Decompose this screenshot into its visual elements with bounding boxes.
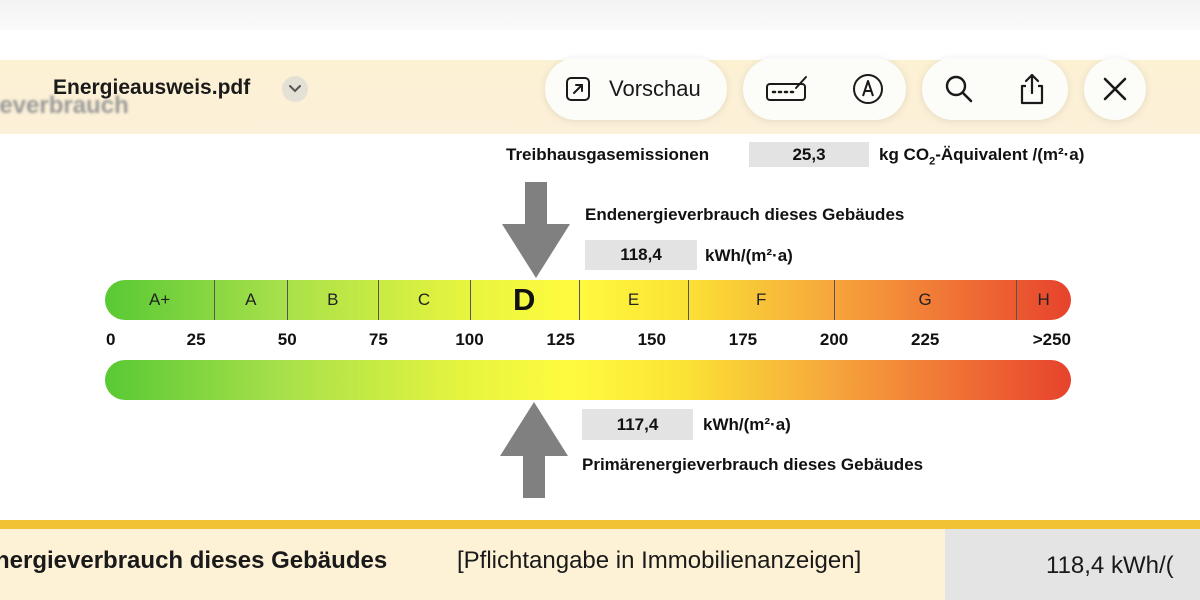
search-icon[interactable] <box>943 73 975 105</box>
energy-class-f: F <box>755 290 767 309</box>
class-divider <box>214 280 216 320</box>
efficiency-gradient-bar <box>105 360 1071 400</box>
energy-class-a: A <box>245 290 257 309</box>
class-divider <box>378 280 380 320</box>
emissions-unit: kg CO2-Äquivalent /(m²·a) <box>879 145 1085 168</box>
tick-label: 125 <box>546 330 575 349</box>
energy-class-h: H <box>1037 290 1050 309</box>
primary-energy-unit: kWh/(m²·a) <box>703 415 791 434</box>
footer-band <box>0 529 945 600</box>
close-icon <box>1102 76 1128 102</box>
tick-label: 0 <box>106 330 116 349</box>
primary-energy-value: 117,4 <box>582 409 693 440</box>
final-energy-arrow <box>502 182 570 278</box>
class-divider <box>469 280 471 320</box>
filename-title[interactable]: Energieausweis.pdf <box>53 76 251 99</box>
footer-stripe <box>0 520 1200 529</box>
tick-label: 150 <box>637 330 666 349</box>
emissions-value: 25,3 <box>749 142 869 167</box>
preview-arrow-icon <box>565 76 591 102</box>
top-fade <box>0 0 1200 30</box>
efficiency-class-bar: A+ A B C D E F G H <box>105 280 1071 320</box>
footer-label: nergieverbrauch dieses Gebäudes <box>0 547 388 574</box>
class-divider <box>834 280 836 320</box>
emissions-label: Treibhausgasemissionen <box>506 145 710 164</box>
class-divider <box>688 280 690 320</box>
preview-label: Vorschau <box>609 76 701 101</box>
final-energy-label: Endenergieverbrauch dieses Gebäudes <box>585 205 905 224</box>
blurred-heading: gieverbrauch <box>0 92 129 119</box>
energy-class-aplus: A+ <box>149 290 171 309</box>
tick-label: 225 <box>911 330 940 349</box>
energy-class-d: D <box>512 282 536 317</box>
share-icon[interactable] <box>1017 72 1047 106</box>
preview-button[interactable]: Vorschau <box>545 58 727 120</box>
pen-circle-icon[interactable] <box>851 72 885 106</box>
class-divider <box>1016 280 1018 320</box>
energy-class-c: C <box>417 290 431 309</box>
tools-group <box>743 58 906 120</box>
class-divider <box>287 280 289 320</box>
tick-label: 75 <box>368 330 388 349</box>
primary-energy-arrow <box>500 402 568 498</box>
filename-chevron-icon[interactable] <box>282 76 308 102</box>
markup-icon[interactable] <box>764 74 810 104</box>
tick-label: 200 <box>819 330 849 349</box>
tick-label: 25 <box>186 330 206 349</box>
class-divider <box>578 280 580 320</box>
footer-value: 118,4 kWh/( <box>1046 552 1174 579</box>
tick-label: 175 <box>728 330 758 349</box>
tick-label: >250 <box>1032 330 1071 349</box>
final-energy-value: 118,4 <box>585 240 697 270</box>
tick-label: 100 <box>455 330 484 349</box>
tick-label: 50 <box>277 330 297 349</box>
energy-class-b: B <box>327 290 339 309</box>
energy-class-g: G <box>918 290 932 309</box>
footer-value-cell <box>945 529 1200 600</box>
actions-group <box>922 58 1068 120</box>
primary-energy-label: Primärenergieverbrauch dieses Gebäudes <box>582 455 924 474</box>
footer-note: [Pflichtangabe in Immobilienanzeigen] <box>457 547 862 574</box>
final-energy-unit: kWh/(m²·a) <box>705 246 793 265</box>
energy-class-e: E <box>627 290 640 309</box>
close-button[interactable] <box>1084 58 1146 120</box>
